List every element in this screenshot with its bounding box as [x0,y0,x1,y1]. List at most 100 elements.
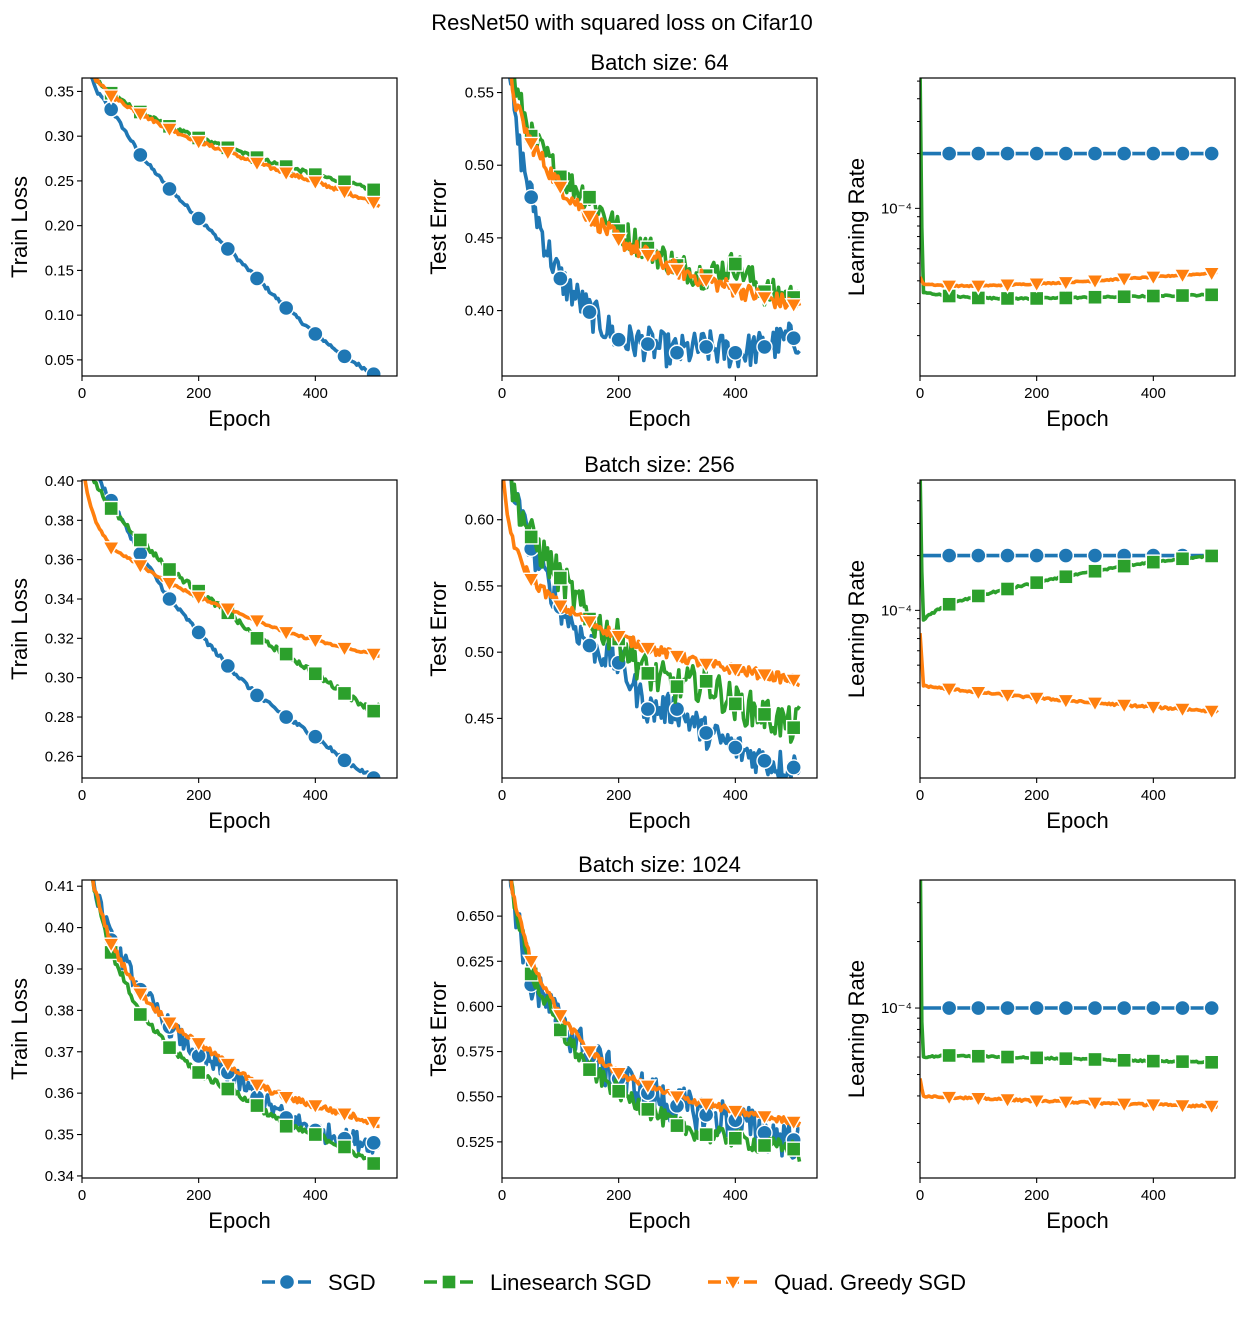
x-tick-label: 0 [498,385,506,402]
data-point-marker [785,330,802,347]
data-point-marker [785,719,802,736]
data-point-marker [998,1092,1017,1110]
y-tick-label: 0.35 [45,83,74,100]
series-line [507,78,801,369]
data-point-marker [1086,547,1104,564]
data-point-marker [756,706,773,723]
legend-label: SGD [328,1270,376,1295]
data-point-marker [132,146,149,164]
series-linesearch-sgd [90,880,382,1172]
data-point-marker [552,570,569,586]
x-tick-label: 200 [186,385,211,402]
data-point-marker [306,1098,325,1115]
data-point-marker [522,188,540,206]
data-point-marker [1087,563,1103,579]
data-point-marker [364,195,383,212]
data-point-marker [1028,999,1045,1017]
y-tick-label: 0.32 [45,630,74,647]
series-linesearch-sgd [920,880,1220,1070]
x-axis-label: Epoch [628,1208,690,1233]
data-point-marker [940,999,958,1017]
data-point-marker [364,647,383,664]
axes-frame [81,879,398,1179]
x-tick-label: 400 [723,787,748,804]
x-axis-label: Epoch [1046,808,1108,833]
data-point-marker [1027,277,1046,294]
data-point-marker [189,590,208,607]
data-point-marker [697,724,715,742]
data-point-marker [1173,268,1192,285]
x-axis-label: Epoch [628,808,690,833]
x-tick-label: 0 [78,385,86,402]
data-point-marker [727,1130,744,1146]
data-point-marker [667,649,687,666]
data-point-marker [1057,547,1075,564]
data-point-marker [969,279,988,296]
data-point-marker [365,769,382,778]
subplot-title: Batch size: 256 [584,452,734,477]
data-point-marker [999,547,1016,564]
y-tick-label: 10⁻⁴ [881,1000,912,1017]
series-linesearch-sgd [920,78,1220,307]
axes-frame [501,879,818,1179]
y-axis-label: Learning Rate [844,158,869,296]
y-tick-label: 0.45 [465,710,494,727]
data-point-marker [1144,700,1163,717]
data-point-marker [219,657,237,675]
data-point-marker [1115,145,1133,162]
series-line [920,78,1219,301]
data-point-marker [698,1126,714,1143]
y-tick-label: 0.40 [465,303,494,320]
data-point-marker [1202,266,1221,283]
series-quad-greedy-sgd [509,78,803,315]
subplot-r2-c0: 0 200 400 0.34 0.35 0.36 0.37 0.38 0.39 0.40 0.41 E… [7,878,398,1233]
data-point-marker [1203,548,1220,564]
data-point-marker [552,270,569,287]
data-point-marker [160,122,179,139]
data-point-marker [365,1155,382,1172]
data-point-marker [101,89,121,106]
data-point-marker [1056,275,1076,292]
data-point-marker [696,657,716,674]
data-point-marker [999,1049,1016,1065]
series-linesearch-sgd [92,78,382,198]
data-point-marker [1086,145,1104,162]
data-point-marker [1145,288,1162,304]
x-tick-label: 400 [723,1187,748,1204]
x-tick-label: 0 [78,787,86,804]
data-point-marker [727,344,744,361]
y-tick-label: 0.37 [45,1044,74,1061]
data-point-marker [1114,1097,1134,1114]
data-point-marker [1203,999,1220,1017]
y-axis-label: Train Loss [7,176,32,278]
data-point-marker [521,136,541,153]
data-point-marker [639,700,657,718]
data-point-marker [609,1066,628,1083]
data-point-marker [248,687,266,704]
legend: SGD Linesearch SGD Quad. Greedy SGD [262,1270,966,1295]
data-point-marker [969,685,988,702]
data-point-marker [580,209,599,226]
series-quad-greedy-sgd [502,480,803,690]
data-point-marker [755,667,774,685]
series-line [91,880,381,1155]
data-point-marker [784,1115,803,1132]
data-point-marker [306,633,325,650]
data-point-marker [581,637,598,654]
data-point-marker [1027,691,1046,708]
data-point-marker [131,987,150,1004]
legend-label: Quad. Greedy SGD [774,1270,966,1295]
data-point-marker [101,541,121,558]
x-tick-label: 200 [186,787,211,804]
data-point-marker [1027,1094,1046,1111]
data-point-marker [1145,145,1162,162]
data-point-marker [103,500,119,517]
data-point-marker [1174,145,1191,162]
subplot-r0-c1: 0 200 400 0.40 0.45 0.50 0.55 Epoch Test Error Ba… [426,50,818,431]
data-point-marker [161,561,178,578]
data-point-marker [1174,1053,1191,1070]
data-point-marker [248,270,266,287]
y-tick-label: 0.50 [465,644,494,661]
series-sgd [91,880,382,1155]
data-point-marker [970,145,987,162]
